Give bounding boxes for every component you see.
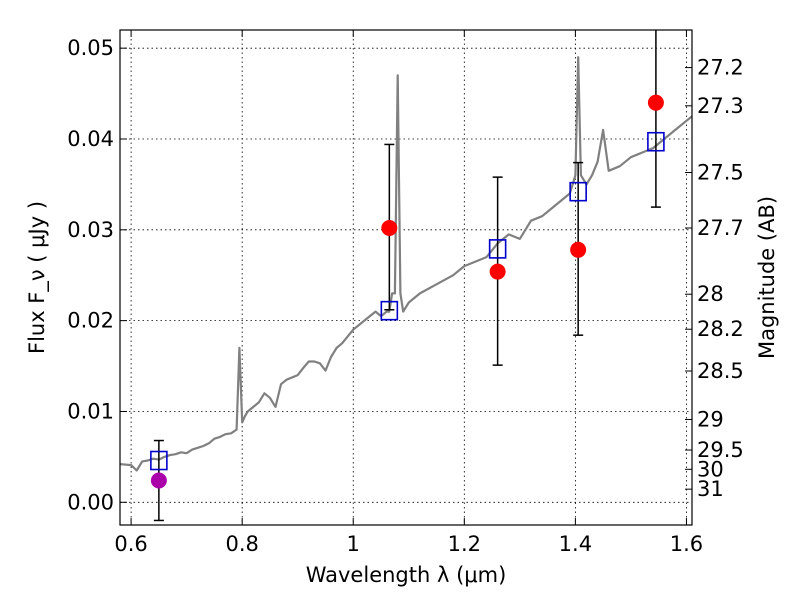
x-tick-label: 0.8 bbox=[225, 532, 258, 556]
axis-ticks: 0.6 0.8 1 1.2 1.4 1.6 0.00 0.01 0.02 0.03 0.04 0.05… bbox=[67, 30, 744, 556]
x-tick-label: 0.6 bbox=[114, 532, 147, 556]
mag-tick-label: 31 bbox=[697, 477, 724, 501]
mag-tick-label: 28.2 bbox=[697, 317, 744, 341]
plot-frame bbox=[119, 29, 693, 526]
model-photometry-square bbox=[150, 450, 168, 471]
observed-flux-point bbox=[150, 472, 167, 489]
mag-tick-label: 27.5 bbox=[697, 161, 744, 185]
mag-tick-label: 29 bbox=[697, 407, 724, 431]
mag-tick-label: 27.2 bbox=[697, 56, 744, 80]
y-tick-label: 0.02 bbox=[67, 309, 114, 333]
x-tick-label: 1 bbox=[347, 532, 360, 556]
x-tick-label: 1.2 bbox=[448, 532, 481, 556]
mag-tick-label: 29.5 bbox=[697, 438, 744, 462]
mag-tick-label: 28 bbox=[697, 282, 724, 306]
y-tick-label: 0.05 bbox=[67, 36, 114, 60]
y-tick-label: 0.03 bbox=[67, 218, 114, 242]
observed-flux-point bbox=[381, 220, 398, 236]
y-axis-label: Flux F_ν ( μJy ) bbox=[25, 201, 50, 354]
x-tick-label: 1.6 bbox=[670, 532, 703, 556]
plot-series bbox=[120, 30, 692, 522]
x-axis-label: Wavelength λ (μm) bbox=[306, 563, 507, 587]
y-tick-label: 0.04 bbox=[67, 127, 114, 151]
mag-tick-label: 28.5 bbox=[697, 359, 744, 383]
mag-tick-label: 27.7 bbox=[697, 216, 744, 240]
model-photometry-square bbox=[488, 239, 507, 259]
observed-flux-point bbox=[489, 263, 506, 280]
mag-tick-label: 27.3 bbox=[697, 94, 744, 118]
grid bbox=[120, 30, 692, 525]
observed-flux-point bbox=[570, 241, 587, 258]
right-axis-label: Magnitude (AB) bbox=[755, 196, 779, 359]
mag-tick-label: 30 bbox=[697, 457, 724, 481]
x-tick-label: 1.4 bbox=[559, 532, 592, 556]
y-tick-label: 0.00 bbox=[67, 490, 114, 514]
observed-flux-point bbox=[647, 94, 664, 111]
model-photometry-square bbox=[380, 300, 399, 321]
y-tick-label: 0.01 bbox=[67, 399, 114, 423]
model-photometry-square bbox=[647, 131, 665, 152]
model-spectrum-line bbox=[120, 56, 692, 472]
model-photometry-square bbox=[569, 181, 587, 202]
